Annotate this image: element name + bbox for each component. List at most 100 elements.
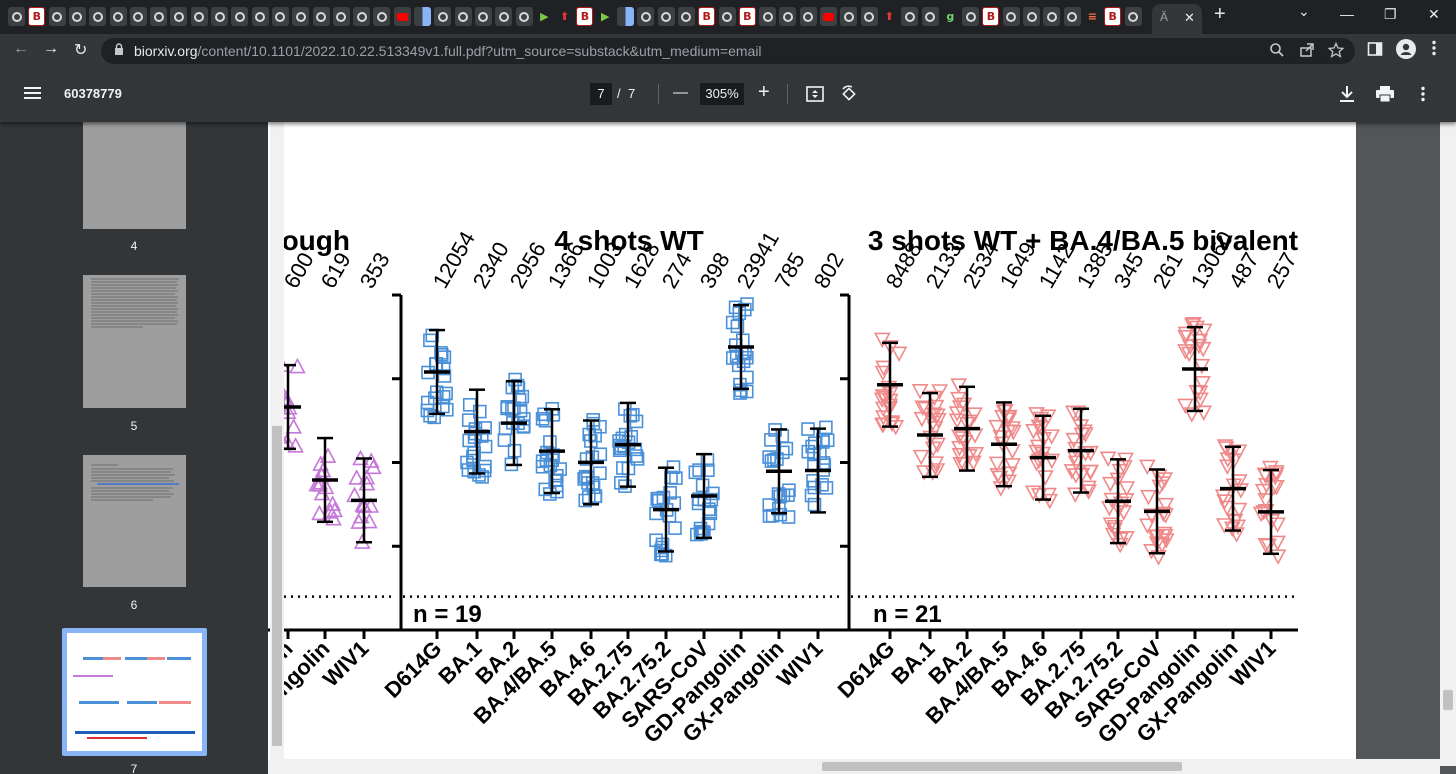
- back-button[interactable]: ←: [13, 40, 29, 57]
- minimize-button[interactable]: —: [1340, 6, 1354, 22]
- zoom-in-button[interactable]: +: [758, 81, 770, 103]
- tab-generic-icon[interactable]: [231, 7, 249, 26]
- tab-generic-icon[interactable]: [8, 7, 25, 26]
- tab-generic-icon[interactable]: [312, 7, 330, 26]
- maximize-button[interactable]: ❐: [1384, 6, 1397, 22]
- tab-generic-icon[interactable]: [48, 7, 66, 26]
- new-tab-button[interactable]: +: [1214, 3, 1226, 25]
- tab-bookmark-icon[interactable]: ≡: [1087, 10, 1097, 23]
- profile-avatar-icon[interactable]: [1396, 39, 1416, 62]
- url-text[interactable]: biorxiv.org/content/10.1101/2022.10.22.5…: [134, 43, 762, 59]
- tab-generic-icon[interactable]: [1124, 7, 1142, 26]
- tab-generic-icon[interactable]: [515, 7, 533, 26]
- more-actions-icon[interactable]: [1421, 86, 1425, 107]
- print-icon[interactable]: [1376, 86, 1394, 107]
- tab-gdoc-icon[interactable]: g: [946, 10, 955, 23]
- tab-generic-icon[interactable]: [271, 7, 289, 26]
- browser-menu-icon[interactable]: [1432, 40, 1436, 59]
- tab-generic-icon[interactable]: [211, 7, 228, 26]
- zoom-input[interactable]: 305%: [700, 83, 744, 105]
- tab-generic-icon[interactable]: [332, 7, 350, 26]
- tab-generic-icon[interactable]: [109, 7, 127, 26]
- tab-generic-icon[interactable]: [657, 7, 675, 26]
- tab-generic-icon[interactable]: [454, 7, 472, 26]
- download-icon[interactable]: [1339, 85, 1355, 108]
- vertical-scrollbar[interactable]: [1440, 122, 1456, 766]
- share-icon[interactable]: [1299, 42, 1315, 61]
- tab-generic-icon[interactable]: [779, 7, 797, 26]
- tab-generic-icon[interactable]: [759, 7, 777, 26]
- tab-biorxiv-icon[interactable]: B: [1104, 7, 1122, 26]
- tab-generic-icon[interactable]: [901, 7, 919, 26]
- tab-biorxiv-icon[interactable]: B: [28, 7, 46, 26]
- fit-to-page-icon[interactable]: [806, 85, 824, 108]
- data-point: [762, 498, 777, 512]
- horizontal-scrollbar-thumb[interactable]: [822, 762, 1182, 771]
- tab-generic-icon[interactable]: [68, 7, 86, 26]
- tab-generic-icon[interactable]: [921, 7, 939, 26]
- bookmark-star-icon[interactable]: [1327, 41, 1345, 61]
- tab-generic-icon[interactable]: [718, 7, 736, 26]
- tab-generic-icon[interactable]: [1043, 7, 1061, 26]
- tab-generic-icon[interactable]: [292, 7, 310, 26]
- tab-generic-icon[interactable]: [129, 7, 147, 26]
- page-number-input[interactable]: 7: [590, 83, 612, 105]
- tab-generic-icon[interactable]: [962, 7, 980, 26]
- tab-biorxiv-icon[interactable]: B: [738, 7, 756, 26]
- gmt-data-label: 353: [355, 248, 395, 292]
- tab-generic-icon[interactable]: [799, 7, 817, 26]
- tab-search-icon[interactable]: ⌄: [1298, 3, 1310, 19]
- tab-generic-icon[interactable]: [251, 7, 269, 26]
- tab-generic-icon[interactable]: [170, 7, 188, 26]
- tab-generic-icon[interactable]: [1023, 7, 1040, 26]
- vertical-scrollbar-thumb[interactable]: [1443, 690, 1453, 710]
- tab-biorxiv-icon[interactable]: B: [698, 7, 716, 26]
- tab-pin-icon[interactable]: ⬆: [884, 10, 894, 23]
- tab-biorxiv-icon[interactable]: B: [982, 7, 1000, 26]
- tab-generic-icon[interactable]: [1063, 7, 1081, 26]
- tab-generic-icon[interactable]: [1002, 7, 1020, 26]
- tab-half-icon[interactable]: [617, 7, 634, 26]
- page-thumbnail-4[interactable]: [83, 122, 186, 229]
- tab-generic-icon[interactable]: [637, 7, 655, 26]
- side-panel-icon[interactable]: [1367, 41, 1383, 60]
- tab-generic-icon[interactable]: [840, 7, 858, 26]
- reload-button[interactable]: ↻: [74, 42, 88, 59]
- tab-play-icon[interactable]: ▶: [600, 10, 610, 23]
- lock-icon[interactable]: [114, 43, 124, 59]
- tab-pin-icon[interactable]: ⬆: [559, 10, 570, 23]
- tab-play-icon[interactable]: ▶: [540, 10, 549, 23]
- tab-youtube-icon[interactable]: [393, 7, 411, 26]
- page-thumbnail-7[interactable]: [62, 628, 207, 756]
- page-thumbnail-6[interactable]: [83, 455, 186, 587]
- rotate-icon[interactable]: [840, 85, 858, 108]
- tab-generic-icon[interactable]: [190, 7, 208, 26]
- page-thumbnail-5[interactable]: [83, 275, 186, 408]
- zoom-out-button[interactable]: —: [673, 84, 688, 101]
- data-point: [819, 420, 833, 435]
- zoom-icon[interactable]: [1269, 42, 1285, 61]
- tab-generic-icon[interactable]: [474, 7, 492, 26]
- tab-generic-icon[interactable]: [353, 7, 371, 26]
- tab-generic-icon[interactable]: [373, 7, 391, 26]
- horizontal-scrollbar[interactable]: [268, 759, 1440, 774]
- tab-half-icon[interactable]: [414, 7, 431, 26]
- tab-youtube-icon[interactable]: [820, 7, 837, 26]
- close-window-button[interactable]: ✕: [1428, 6, 1440, 22]
- tab-generic-icon[interactable]: [860, 7, 878, 26]
- divider: [658, 84, 659, 104]
- tab-generic-icon[interactable]: [434, 7, 452, 26]
- page-left-scrollbar-thumb[interactable]: [272, 426, 282, 746]
- tab-generic-icon[interactable]: [150, 7, 168, 26]
- forward-button[interactable]: →: [43, 40, 59, 57]
- omnibox[interactable]: biorxiv.org/content/10.1101/2022.10.22.5…: [101, 38, 1355, 64]
- tab-generic-icon[interactable]: [495, 7, 513, 26]
- page-left-scrollbar[interactable]: [270, 122, 284, 759]
- data-point: [967, 446, 985, 463]
- close-tab-icon[interactable]: ✕: [1184, 10, 1195, 25]
- tab-generic-icon[interactable]: [677, 7, 695, 26]
- tab-biorxiv-icon[interactable]: B: [576, 7, 594, 26]
- menu-icon[interactable]: [24, 86, 41, 105]
- active-tab[interactable]: Ä ✕: [1152, 4, 1202, 34]
- tab-generic-icon[interactable]: [89, 7, 107, 26]
